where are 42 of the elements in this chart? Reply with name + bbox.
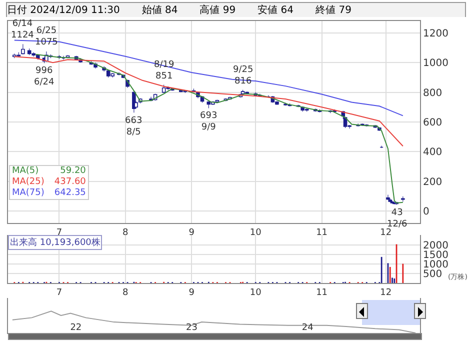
y-tick-label: 800 <box>423 88 442 99</box>
chart-title: 日付 2024/12/09 11:30 <box>7 5 120 16</box>
text: 始値 84 <box>142 5 178 16</box>
annotation: 59.20 <box>60 166 86 177</box>
text: MA(25) <box>12 177 44 188</box>
x-tick-label: 12 <box>380 228 392 238</box>
annotation: 663 8/5 <box>125 116 142 138</box>
text: 終値 79 <box>316 5 352 16</box>
annotation: 437.60 <box>54 177 86 188</box>
x-tick-label: 12 <box>380 288 392 298</box>
y-tick-label: 500 <box>423 269 442 280</box>
y-tick-label: 1000 <box>423 58 448 70</box>
text: 高値 99 <box>200 5 236 16</box>
annotation: 996 6/24 <box>34 66 54 88</box>
y-tick-label: 200 <box>423 176 442 188</box>
annotation: 出来高 10,193,600株 <box>10 237 100 248</box>
x-tick-label: 11 <box>316 228 328 238</box>
y-tick-label: 1000 <box>423 260 448 271</box>
y-tick-label: 1200 <box>423 28 448 40</box>
x-tick-label: 23 <box>186 323 198 333</box>
x-tick-label: 11 <box>316 288 328 298</box>
y-tick-label: 0 <box>423 206 430 218</box>
x-tick-label: 8 <box>122 288 129 298</box>
x-tick-label: 9 <box>188 228 195 238</box>
text: MA(75) <box>12 188 44 199</box>
x-tick-label: 8 <box>122 228 129 238</box>
x-tick-label: 7 <box>56 288 62 298</box>
annotation: 642.35 <box>54 188 86 199</box>
x-tick-label: 10 <box>250 288 262 298</box>
x-tick-label: 24 <box>302 323 314 333</box>
y-tick-label: 2000 <box>423 240 448 252</box>
y-tick-label: 600 <box>423 118 442 128</box>
x-tick-label: 7 <box>56 228 62 238</box>
x-tick-label: 10 <box>250 228 262 238</box>
x-tick-label: 9 <box>188 288 195 298</box>
x-tick-label: 22 <box>70 323 82 333</box>
text: 安値 64 <box>258 5 294 16</box>
text: MA(5) <box>12 166 39 177</box>
y-tick-label: 1500 <box>423 250 448 262</box>
annotation: 6/14 1124 <box>11 19 34 41</box>
annotation: 693 9/9 <box>200 111 218 133</box>
y-tick-label: 400 <box>423 147 442 158</box>
